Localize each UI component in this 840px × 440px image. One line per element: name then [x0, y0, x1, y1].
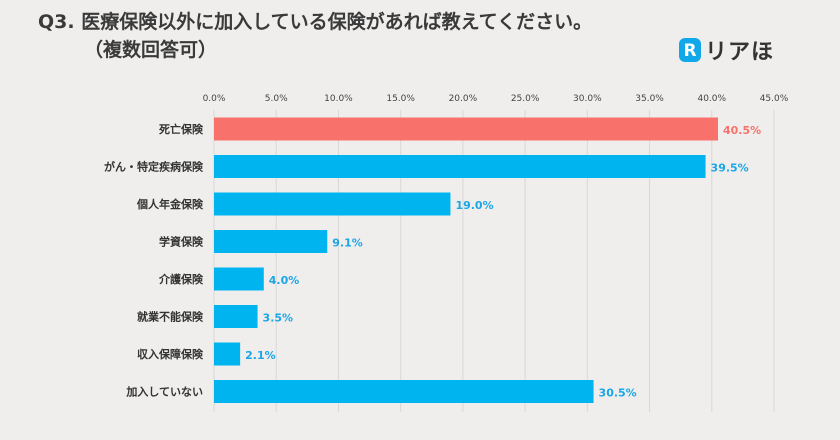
- x-tick-label: 15.0%: [386, 94, 415, 104]
- bar: [214, 230, 328, 253]
- bar: [214, 305, 258, 328]
- category-label: がん・特定疾病保険: [104, 160, 204, 174]
- title-line-2: （複数回答可）: [84, 39, 218, 61]
- category-labels: 死亡保険がん・特定疾病保険個人年金保険学資保険介護保険就業不能保険収入保障保険加…: [104, 122, 204, 399]
- bar: [214, 267, 264, 291]
- x-tick-label: 25.0%: [511, 94, 540, 104]
- value-label: 19.0%: [455, 199, 493, 212]
- category-label: 介護保険: [158, 272, 204, 286]
- bar: [214, 342, 241, 366]
- value-label: 39.5%: [711, 162, 749, 175]
- x-tick-label: 40.0%: [697, 94, 726, 104]
- bar: [214, 155, 706, 178]
- value-label: 40.5%: [723, 124, 761, 137]
- value-labels: 40.5% 39.5% 19.0% 9.1% 4.0% 3.5% 2.1% 30.5%: [245, 124, 761, 400]
- title-line-1: Q3. 医療保険以外に加入している保険があれば教えてください。: [38, 11, 593, 33]
- category-label: 加入していない: [125, 385, 203, 399]
- category-label: 就業不能保険: [137, 310, 204, 324]
- chart-title: Q3. 医療保険以外に加入している保険があれば教えてください。 （複数回答可）: [38, 8, 592, 64]
- logo-text: リアほ: [705, 40, 775, 65]
- x-axis-ticks: 0.0% 5.0% 10.0% 15.0% 20.0% 25.0% 30.0% 35.0% 40…: [203, 94, 789, 104]
- category-label: 死亡保険: [159, 122, 204, 136]
- category-label: 学資保険: [159, 235, 204, 249]
- x-tick-label: 35.0%: [635, 94, 664, 104]
- value-label: 4.0%: [269, 274, 300, 287]
- value-label: 9.1%: [332, 237, 363, 250]
- bars: [214, 117, 718, 403]
- bar: [214, 117, 718, 141]
- x-tick-label: 10.0%: [324, 94, 353, 104]
- x-tick-label: 5.0%: [265, 94, 288, 104]
- category-label: 収入保障保険: [137, 347, 204, 361]
- value-label: 2.1%: [245, 349, 276, 362]
- logo-r-icon: R: [679, 38, 701, 62]
- bar: [214, 192, 451, 216]
- x-tick-label: 30.0%: [573, 94, 602, 104]
- x-tick-label: 45.0%: [760, 94, 789, 104]
- logo-letter: R: [683, 41, 696, 61]
- value-label: 3.5%: [263, 312, 294, 325]
- category-label: 個人年金保険: [136, 197, 204, 211]
- x-tick-label: 20.0%: [449, 94, 478, 104]
- x-tick-label: 0.0%: [203, 94, 226, 104]
- value-label: 30.5%: [599, 387, 637, 400]
- bar: [214, 380, 594, 403]
- brand-logo: R リアほ: [678, 34, 774, 66]
